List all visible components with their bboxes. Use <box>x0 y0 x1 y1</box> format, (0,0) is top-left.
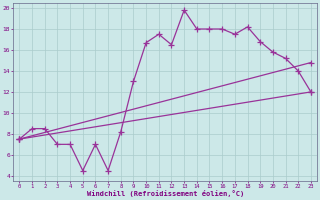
X-axis label: Windchill (Refroidissement éolien,°C): Windchill (Refroidissement éolien,°C) <box>86 190 244 197</box>
